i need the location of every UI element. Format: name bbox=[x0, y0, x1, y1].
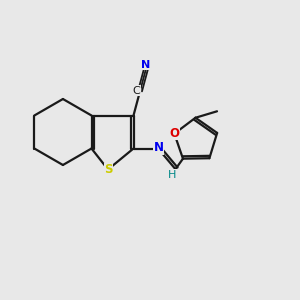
Text: S: S bbox=[104, 163, 113, 176]
Text: N: N bbox=[141, 60, 150, 70]
Text: H: H bbox=[168, 169, 177, 180]
Text: C: C bbox=[133, 86, 140, 96]
Text: N: N bbox=[153, 141, 164, 154]
Text: O: O bbox=[169, 127, 179, 140]
